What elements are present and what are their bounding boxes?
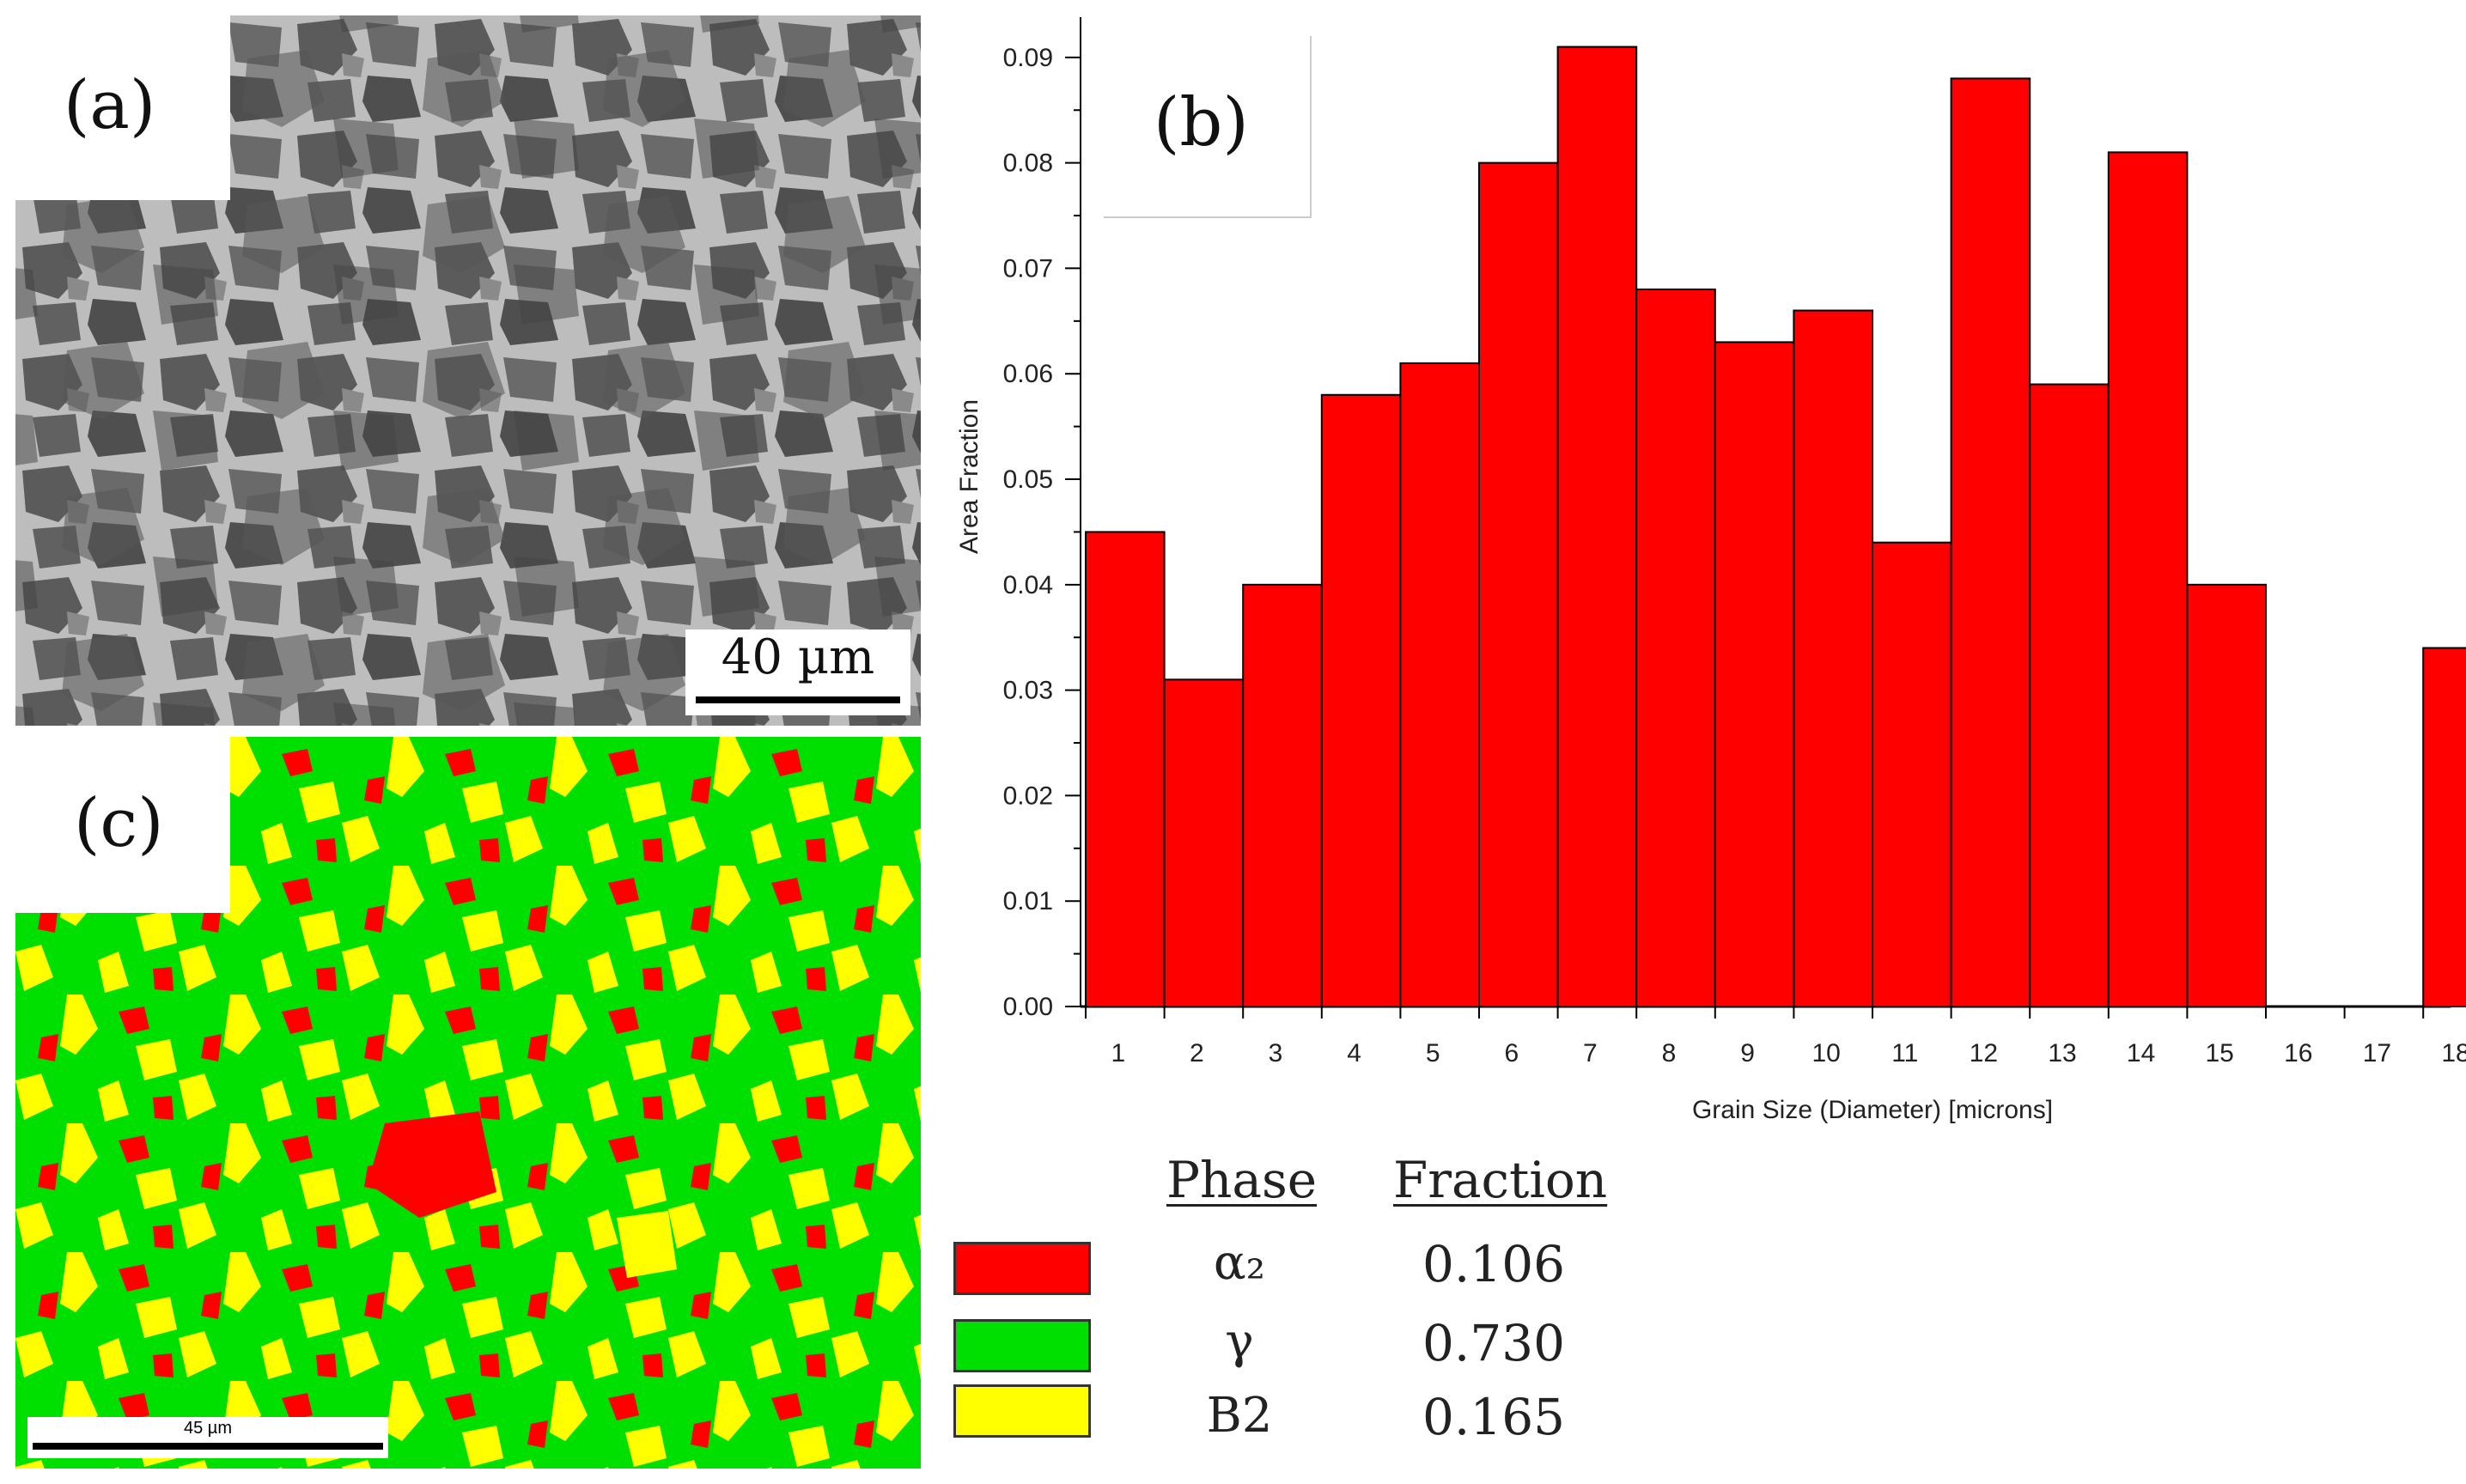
- bar-5: [1399, 362, 1481, 1007]
- x-tick-label: 6: [1504, 1039, 1519, 1067]
- histogram-chart: 0.00 0.01 0.02 0.03 0.04 0.05 0.06 0.07 0.08 0.09…: [955, 17, 2466, 1124]
- x-tick-label: 9: [1740, 1039, 1755, 1067]
- phase-map-panel: (c) 45 µm: [15, 737, 921, 1469]
- bar-13: [2029, 383, 2110, 1007]
- x-axis-title: Grain Size (Diameter) [microns]: [1692, 1096, 2053, 1124]
- y-tick-label: 0.04: [1003, 571, 1053, 599]
- x-tick-label: 11: [1891, 1039, 1918, 1067]
- legend-phase-gamma: γ: [1225, 1314, 1254, 1370]
- x-tick-label: 13: [2048, 1039, 2076, 1067]
- legend-swatch-alpha2: [953, 1242, 1091, 1295]
- x-tick-label: 17: [2363, 1039, 2391, 1067]
- scale-bar-c: 45 µm: [27, 1417, 388, 1458]
- bar-8: [1635, 288, 1716, 1007]
- x-tick-label: 7: [1583, 1039, 1598, 1067]
- scale-bar-c-line: [33, 1443, 383, 1450]
- y-tick-label: 0.05: [1003, 465, 1053, 494]
- scale-bar-a-line: [696, 696, 900, 703]
- bar-6: [1478, 161, 1559, 1008]
- scale-bar-a-label: 40 µm: [721, 629, 875, 685]
- bar-1: [1085, 531, 1166, 1007]
- bar-12: [1950, 77, 2031, 1008]
- bar-10: [1793, 309, 1874, 1007]
- y-tick-label: 0.06: [1003, 360, 1053, 388]
- x-tick-label: 18: [2441, 1039, 2466, 1067]
- legend-fraction-b2: 0.165: [1422, 1388, 1566, 1446]
- y-tick-label: 0.07: [1003, 254, 1053, 283]
- panel-c-label-box: (c): [15, 737, 230, 913]
- panel-b-label: (b): [1154, 84, 1249, 161]
- bar-7: [1556, 46, 1638, 1008]
- sem-micrograph-panel: (a) 40 µm: [15, 15, 921, 726]
- y-tick-label: 0.03: [1003, 677, 1053, 705]
- x-tick-label: 8: [1662, 1039, 1677, 1067]
- legend-fraction-gamma: 0.730: [1422, 1314, 1566, 1372]
- y-tick-label: 0.01: [1003, 887, 1053, 915]
- y-tick-label: 0.02: [1003, 782, 1053, 810]
- y-tick-label: 0.09: [1003, 44, 1053, 72]
- y-axis-title: Area Fraction: [955, 399, 983, 554]
- legend-header-fraction: Fraction: [1393, 1151, 1608, 1209]
- x-tick-label: 5: [1426, 1039, 1440, 1067]
- scale-bar-a: 40 µm: [685, 629, 910, 715]
- legend-swatch-gamma: [953, 1319, 1091, 1372]
- y-tick-label: 0.00: [1003, 993, 1053, 1021]
- legend-fraction-alpha2: 0.106: [1422, 1235, 1566, 1293]
- legend-phase-b2: B2: [1206, 1388, 1273, 1444]
- bar-3: [1242, 583, 1323, 1007]
- x-tick-label: 16: [2284, 1039, 2312, 1067]
- x-tick-label: 10: [1812, 1039, 1841, 1067]
- legend-swatch-b2: [953, 1384, 1091, 1438]
- x-tick-label: 14: [2127, 1039, 2155, 1067]
- x-tick-label: 2: [1190, 1039, 1204, 1067]
- panel-a-label: (a): [64, 67, 156, 144]
- x-tick-label: 12: [1970, 1039, 1998, 1067]
- grain-size-histogram-panel: 0.00 0.01 0.02 0.03 0.04 0.05 0.06 0.07 0.08 0.09…: [936, 0, 2466, 1142]
- panel-b-label-box: (b): [1104, 36, 1312, 218]
- scale-bar-c-label: 45 µm: [184, 1419, 232, 1438]
- bar-4: [1320, 393, 1402, 1007]
- phase-fraction-legend: Phase Fraction α₂ 0.106 γ 0.730 B2 0.165: [949, 1151, 1722, 1477]
- bar-15: [2186, 583, 2268, 1007]
- bar-18: [2422, 647, 2466, 1007]
- legend-phase-alpha2: α₂: [1213, 1235, 1266, 1291]
- x-tick-label: 4: [1347, 1039, 1361, 1067]
- bar-2: [1163, 678, 1245, 1007]
- x-tick-label: 1: [1111, 1039, 1125, 1067]
- panel-c-label: (c): [74, 785, 164, 862]
- x-tick-label: 3: [1269, 1039, 1283, 1067]
- bar-11: [1872, 541, 1952, 1007]
- x-tick-label: 15: [2206, 1039, 2234, 1067]
- y-tick-label: 0.08: [1003, 149, 1053, 178]
- panel-a-label-box: (a): [15, 15, 230, 200]
- bar-14: [2107, 151, 2189, 1007]
- bar-9: [1714, 341, 1795, 1007]
- legend-header-phase: Phase: [1166, 1151, 1318, 1209]
